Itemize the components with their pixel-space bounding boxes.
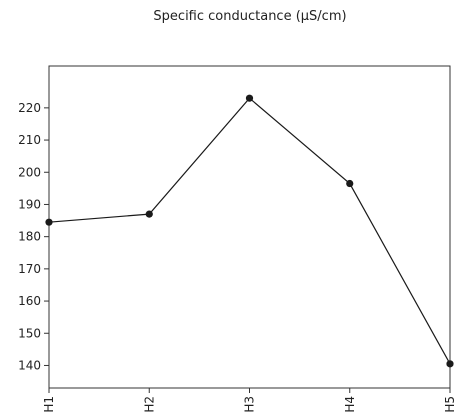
x-tick-label: H3: [243, 396, 257, 413]
y-tick-label: 140: [18, 358, 41, 372]
x-tick-label: H5: [443, 396, 457, 413]
x-tick-label: H2: [142, 396, 156, 413]
y-tick-label: 200: [18, 165, 41, 179]
y-tick-label: 160: [18, 294, 41, 308]
x-axis: H1 H2 H3 H4 H5: [42, 388, 457, 413]
y-tick-label: 190: [18, 197, 41, 211]
series-line: [48, 97, 451, 365]
x-tick-label: H4: [343, 396, 357, 413]
y-tick-label: 220: [18, 101, 41, 115]
data-point-h5: [446, 360, 454, 368]
data-point-h2: [145, 210, 153, 218]
y-tick-label: 180: [18, 230, 41, 244]
data-point-h4: [346, 179, 354, 188]
data-point-h3: [245, 94, 254, 102]
chart-title: Specific conductance (µS/cm): [153, 9, 347, 24]
plot-frame: [48, 65, 451, 389]
y-axis: 140 150 160 170 180 190 200 210 220: [18, 101, 49, 372]
y-tick-label: 210: [18, 133, 41, 147]
y-tick-label: 150: [18, 326, 41, 340]
x-tick-label: H1: [42, 396, 56, 413]
y-tick-label: 170: [18, 262, 41, 276]
data-point-h1: [45, 218, 53, 226]
series-layer: [45, 94, 454, 368]
